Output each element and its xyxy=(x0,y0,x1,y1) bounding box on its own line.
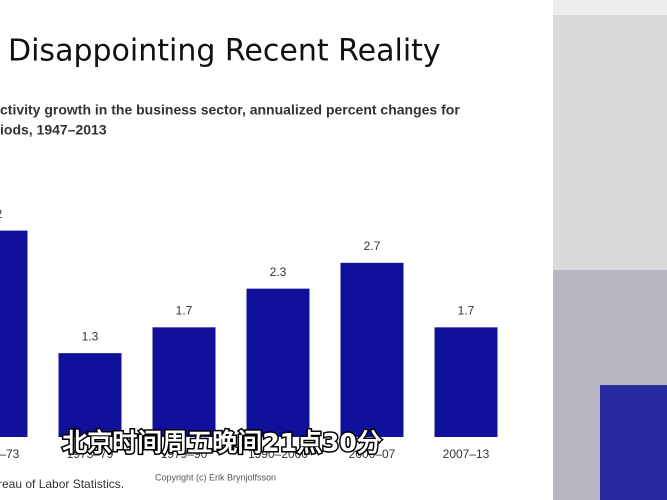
chart-title: Disappointing Recent Reality xyxy=(8,34,441,69)
value-label: 1.3 xyxy=(82,329,99,343)
x-tick-label: 1990–2000 xyxy=(248,447,308,461)
value-label: 2.3 xyxy=(270,265,287,279)
subtitle: iods, 1947–2013 xyxy=(0,122,107,138)
x-tick-label: 1979–90 xyxy=(161,447,208,461)
bar xyxy=(58,353,122,437)
background-panel xyxy=(553,0,667,15)
bar xyxy=(0,230,28,437)
bars: 3.2 1947–73 1.3 1973–79 1.7 1979–90 2.3 1990–20… xyxy=(0,207,498,461)
x-tick-label: 1973–79 xyxy=(67,447,114,461)
value-label: 1.7 xyxy=(176,304,193,318)
copyright: Copyright (c) Erik Brynjolfsson xyxy=(155,472,276,482)
value-label: 1.7 xyxy=(458,304,475,318)
x-tick-label: 2000–07 xyxy=(349,447,396,461)
x-tick-label: 1947–73 xyxy=(0,447,20,461)
video-caption: 北京时间周五晚间21点30分 xyxy=(62,428,382,457)
subtitle: ctivity growth in the business sector, a… xyxy=(0,102,460,118)
blurred-bar xyxy=(600,385,667,500)
bar xyxy=(434,327,498,437)
bar xyxy=(152,327,216,437)
value-label: 2.7 xyxy=(364,239,381,253)
bar xyxy=(246,288,310,437)
bar xyxy=(340,262,404,437)
value-label: 3.2 xyxy=(0,207,3,221)
source: reau of Labor Statistics. xyxy=(0,477,124,491)
x-tick-label: 2007–13 xyxy=(443,447,490,461)
